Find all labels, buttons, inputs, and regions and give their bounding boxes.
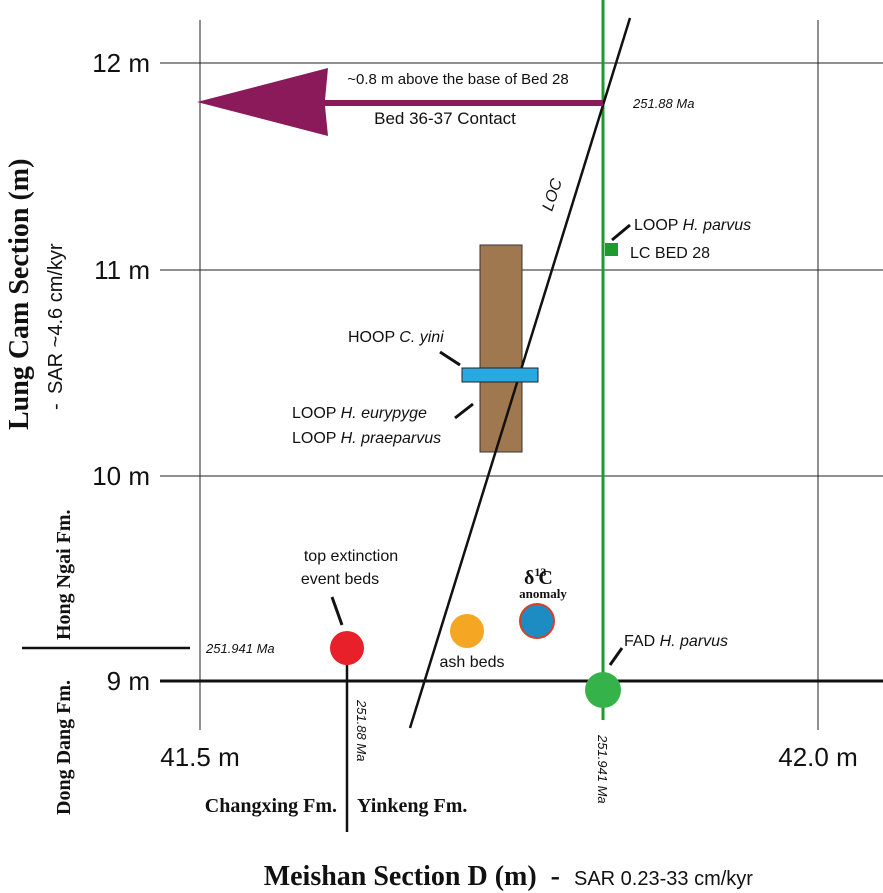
group: 251.941 Ma	[595, 734, 610, 804]
annotation: LOOP H. eurypyge	[292, 405, 427, 422]
group: Hong Ngai Fm.	[53, 509, 75, 640]
x-tick-label: 42.0 m	[778, 742, 858, 772]
x-tick-label: 41.5 m	[160, 742, 240, 772]
y-tick-label: 12 m	[92, 48, 150, 78]
annotation: anomaly	[519, 586, 567, 601]
text-part: H. praeparvus	[341, 430, 442, 447]
extinction-dot	[330, 631, 364, 665]
formation-label: Hong Ngai Fm.	[53, 509, 75, 640]
text-part: C	[538, 567, 552, 589]
y-axis-sar-dash: -	[45, 403, 67, 410]
shape	[611, 223, 631, 242]
carbon-dot	[519, 603, 555, 639]
group: LOC	[540, 176, 566, 213]
y-axis-title: Lung Cam Section (m)	[4, 159, 35, 430]
text-part: C. yini	[399, 329, 444, 346]
delta-label: δ13C	[524, 565, 553, 589]
loc-label: LOC	[540, 176, 566, 213]
text-part: LOOP	[634, 217, 678, 234]
text-part: 13	[534, 565, 546, 579]
group: 251.88 Ma	[354, 699, 369, 761]
formation-label: Yinkeng Fm.	[357, 795, 467, 817]
annotation: ash beds	[440, 654, 505, 671]
arrow-label: ~0.8 m above the base of Bed 28	[347, 71, 568, 88]
shape	[608, 647, 624, 666]
ash-dot	[450, 614, 484, 648]
shape	[330, 596, 344, 626]
fad-dot	[585, 672, 621, 708]
annotation: event beds	[301, 571, 379, 588]
text-part: LOOP	[292, 405, 336, 422]
leaders	[330, 223, 631, 666]
y-tick-label: 10 m	[92, 461, 150, 491]
bed-marker	[605, 243, 618, 256]
y-axis-sar-group: - SAR ~4.6 cm/kyr	[45, 243, 67, 410]
annotation: HOOP C. yini	[348, 329, 444, 346]
grid	[160, 20, 883, 730]
text-part: LOOP	[292, 430, 336, 447]
arrow-label: Bed 36-37 Contact	[374, 109, 516, 128]
annotation: LOOP H. praeparvus	[292, 430, 441, 447]
age-label: 251.941 Ma	[595, 734, 610, 804]
shape: -	[551, 861, 560, 892]
x-axis-sar: SAR 0.23-33 cm/kyr	[574, 868, 753, 890]
annotation: LOOP H. parvus	[634, 217, 751, 234]
annotation: top extinction	[304, 548, 398, 565]
annotation: FAD H. parvus	[624, 633, 728, 650]
text-part: H. parvus	[683, 217, 751, 234]
y-axis-title-group: Lung Cam Section (m)	[4, 159, 35, 430]
x-axis-title: Meishan Section D (m) -	[264, 861, 560, 892]
formation-label: Changxing Fm.	[205, 795, 337, 817]
age-label: 251.941 Ma	[205, 641, 275, 656]
text-part: FAD	[624, 633, 655, 650]
group: Dong Dang Fm.	[53, 680, 75, 815]
text-part: Meishan Section D (m)	[264, 861, 537, 892]
y-tick-label: 9 m	[107, 666, 150, 696]
y-tick-label: 11 m	[94, 255, 150, 285]
y-axis-sar: SAR ~4.6 cm/kyr	[45, 243, 67, 394]
shape	[454, 402, 474, 420]
hoop-bar	[461, 367, 539, 383]
text-part: δ	[524, 567, 534, 589]
text-part: H. eurypyge	[341, 405, 427, 422]
age-label: 251.88 Ma	[354, 699, 369, 761]
annotation: LC BED 28	[630, 245, 710, 262]
formation-label: Dong Dang Fm.	[53, 680, 75, 815]
shape	[439, 350, 461, 367]
text-part: HOOP	[348, 329, 395, 346]
age-label: 251.88 Ma	[632, 96, 694, 111]
range-bar	[479, 244, 523, 453]
text-part: H. parvus	[660, 633, 728, 650]
arrow	[197, 68, 603, 136]
